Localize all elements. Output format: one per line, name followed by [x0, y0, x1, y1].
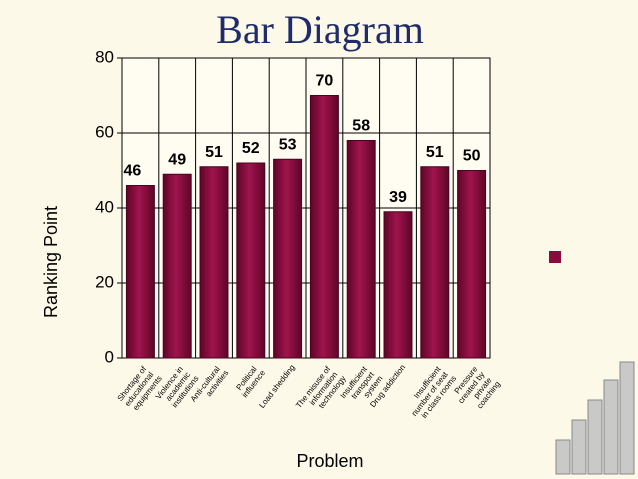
value-label: 52 — [242, 140, 260, 157]
value-label: 51 — [205, 144, 223, 161]
value-label: 46 — [124, 163, 142, 180]
value-label: 50 — [463, 148, 481, 165]
value-label: 70 — [316, 73, 334, 90]
value-label: 58 — [352, 118, 370, 135]
value-label: 39 — [389, 189, 407, 206]
deco-step — [603, 379, 619, 475]
y-axis-label: Ranking Point — [41, 206, 61, 318]
y-tick-label: 80 — [95, 47, 114, 66]
y-tick-label: 0 — [105, 347, 114, 366]
y-tick-label: 60 — [95, 122, 114, 141]
bar — [383, 211, 413, 359]
bar — [346, 140, 376, 359]
bar — [162, 173, 192, 359]
deco-step — [555, 439, 571, 475]
y-tick-label: 40 — [95, 197, 114, 216]
decoration — [555, 361, 635, 475]
y-tick-label: 20 — [95, 272, 114, 291]
bar — [457, 170, 487, 359]
bar — [236, 162, 266, 359]
deco-step — [571, 419, 587, 475]
bar — [199, 166, 229, 359]
value-label: 53 — [279, 136, 297, 153]
deco-step — [619, 361, 635, 475]
bar — [125, 185, 155, 359]
bar — [273, 158, 303, 359]
x-axis-label: Problem — [296, 451, 363, 471]
bar — [309, 95, 339, 359]
deco-step — [587, 399, 603, 475]
legend-marker — [549, 251, 561, 263]
value-label: 49 — [168, 151, 186, 168]
value-label: 51 — [426, 144, 444, 161]
chart-title: Bar Diagram — [216, 7, 424, 52]
bar — [420, 166, 450, 359]
